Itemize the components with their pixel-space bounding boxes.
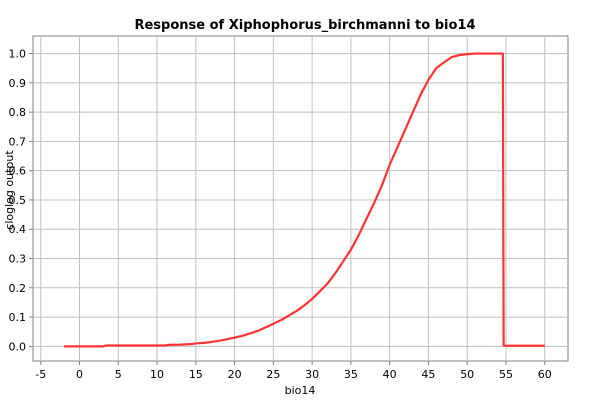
- x-tick-label: 50: [460, 368, 474, 381]
- chart-title: Response of Xiphophorus_birchmanni to bi…: [134, 18, 475, 33]
- y-tick-label: 0.8: [9, 106, 27, 119]
- y-tick-label: 0.4: [9, 223, 27, 236]
- x-tick-label: -5: [35, 368, 46, 381]
- x-tick-label: 20: [228, 368, 242, 381]
- grid-lines: [33, 36, 568, 361]
- axis-ticks: -5 0 5 10 15 20 25 30 35 40 45 50 55 60 0.0 0.1 0.2 0.3 0.…: [9, 48, 552, 381]
- plot-area: [32, 35, 569, 362]
- x-axis-label: bio14: [285, 384, 316, 397]
- y-tick-label: 0.0: [9, 340, 27, 353]
- x-tick-label: 10: [150, 368, 164, 381]
- x-tick-label: 15: [189, 368, 203, 381]
- y-tick-label: 0.1: [9, 311, 27, 324]
- x-tick-label: 30: [305, 368, 319, 381]
- x-tick-label: 25: [266, 368, 280, 381]
- x-tick-label: 45: [421, 368, 435, 381]
- x-tick-label: 5: [115, 368, 122, 381]
- x-tick-label: 60: [538, 368, 552, 381]
- y-axis-label: cloglog output: [3, 150, 16, 230]
- y-tick-label: 0.6: [9, 165, 27, 178]
- y-tick-label: 1.0: [9, 48, 27, 61]
- x-tick-label: 55: [499, 368, 513, 381]
- y-tick-label: 0.2: [9, 282, 27, 295]
- x-tick-label: 40: [383, 368, 397, 381]
- y-tick-label: 0.7: [9, 135, 27, 148]
- y-tick-label: 0.5: [9, 194, 27, 207]
- x-tick-label: 0: [76, 368, 83, 381]
- x-tick-label: 35: [344, 368, 358, 381]
- series-layer: [64, 52, 545, 348]
- y-tick-label: 0.9: [9, 77, 27, 90]
- response-curve-line: [64, 52, 545, 348]
- y-tick-label: 0.3: [9, 253, 27, 266]
